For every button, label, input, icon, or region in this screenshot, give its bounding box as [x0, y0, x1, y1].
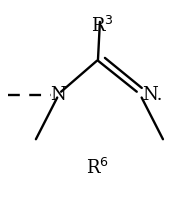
Text: N.: N.	[143, 86, 163, 104]
Text: N: N	[50, 86, 66, 104]
Text: R$^6$: R$^6$	[86, 158, 108, 178]
Text: R$^3$: R$^3$	[91, 16, 113, 36]
